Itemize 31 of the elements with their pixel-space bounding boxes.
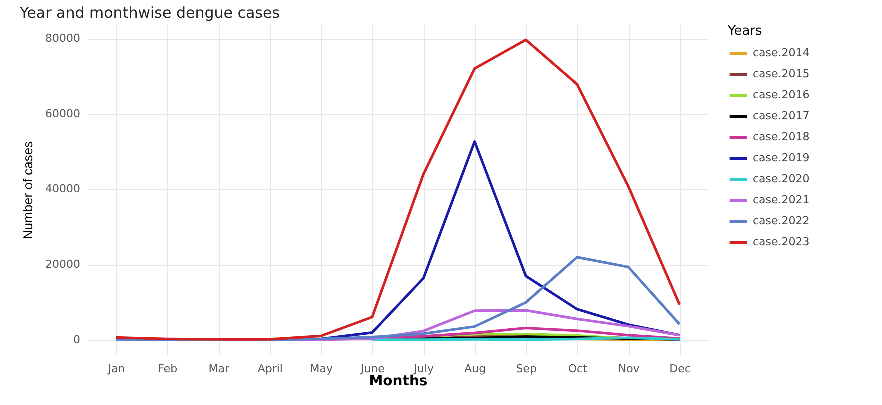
x-tick-label: Mar (208, 362, 230, 376)
legend-label: case.2022 (753, 214, 810, 228)
x-axis-title: Months (369, 374, 428, 390)
x-tick-label: July (413, 362, 434, 376)
y-tick-label: 80000 (46, 32, 80, 46)
x-tick-label: Dec (670, 362, 691, 376)
legend-title: Years (727, 24, 763, 39)
x-tick-label: Feb (158, 362, 178, 376)
legend-label: case.2016 (753, 88, 810, 102)
legend-label: case.2018 (753, 130, 810, 144)
y-tick-label: 20000 (46, 258, 80, 272)
x-tick-label: Aug (464, 362, 486, 376)
x-tick-label: May (310, 362, 334, 376)
legend-label: case.2017 (753, 110, 810, 122)
legend-label: case.2023 (753, 236, 810, 248)
x-tick-label: Sep (516, 362, 537, 376)
x-tick-label: Oct (568, 362, 588, 376)
y-tick-label: 0 (74, 333, 80, 346)
x-tick-label: April (258, 362, 283, 376)
y-tick-label: 60000 (46, 107, 80, 120)
legend-label: case.2019 (753, 152, 810, 164)
legend-label: case.2015 (753, 68, 810, 80)
legend-label: case.2014 (753, 46, 810, 60)
y-axis-title: Number of cases (20, 140, 36, 240)
y-tick-label: 40000 (46, 182, 80, 196)
legend-label: case.2020 (753, 172, 810, 186)
x-tick-label: Jan (107, 362, 126, 376)
x-tick-label: June (360, 362, 386, 376)
x-tick-label: Nov (618, 362, 640, 376)
legend-label: case.2021 (753, 194, 810, 206)
chart-title: Year and monthwise dengue cases (19, 4, 280, 22)
